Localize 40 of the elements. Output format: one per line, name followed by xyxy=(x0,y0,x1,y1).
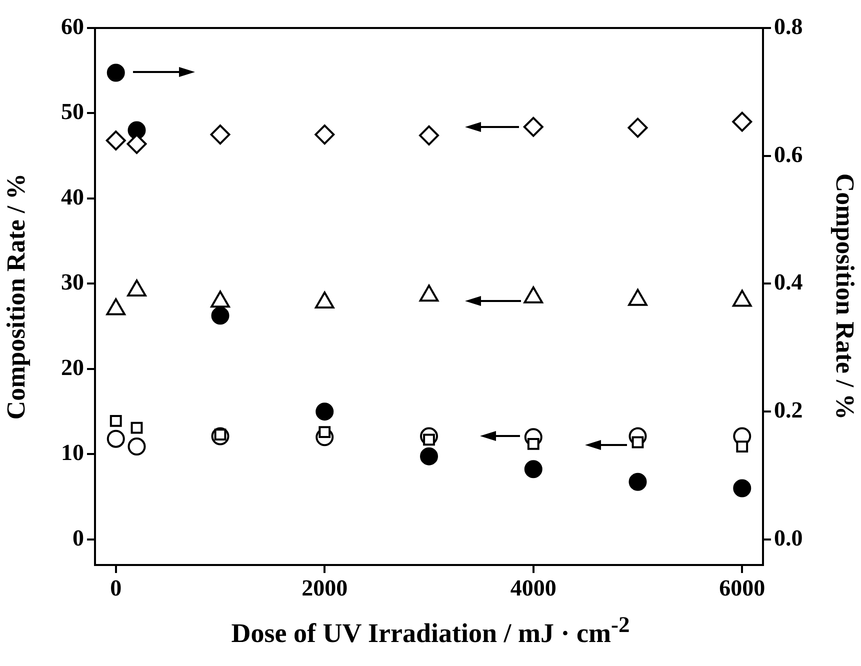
y2-tick-label: 0.6 xyxy=(774,142,803,167)
point xyxy=(106,430,125,448)
y2-tick-label: 0.2 xyxy=(774,398,803,423)
y-axis-title: Composition Rate / % xyxy=(1,173,30,420)
point xyxy=(106,130,126,151)
point xyxy=(733,479,752,498)
point xyxy=(628,472,647,491)
point xyxy=(732,112,752,132)
y-tick-label: 60 xyxy=(61,14,84,39)
point xyxy=(527,438,540,450)
y-tick-label: 30 xyxy=(61,270,84,295)
point xyxy=(110,415,122,427)
y2-tick-label: 0.4 xyxy=(774,270,804,295)
point xyxy=(314,124,335,145)
point xyxy=(210,124,230,145)
point xyxy=(420,447,438,466)
y2-tick-label: 0.8 xyxy=(774,14,803,39)
y-tick-label: 10 xyxy=(61,440,84,466)
point xyxy=(628,118,648,138)
y-tick-label: 0 xyxy=(72,525,84,550)
point xyxy=(128,438,146,456)
y-tick-label: 20 xyxy=(61,354,84,380)
point xyxy=(419,125,439,146)
x-tick-label: 6000 xyxy=(719,576,766,601)
y2-tick-label: 0.0 xyxy=(774,525,803,550)
x-tick-label: 4000 xyxy=(510,576,556,601)
y2-axis-title: Composition Rate / % xyxy=(830,173,860,420)
x-axis-title: Dose of UV Irradiation / mJ · cm$^{-2}$ xyxy=(230,612,631,649)
point xyxy=(106,64,125,82)
y-tick-label: 40 xyxy=(61,184,84,210)
point xyxy=(736,440,748,452)
y-tick-label: 50 xyxy=(61,99,84,124)
point xyxy=(130,422,143,434)
x-tick-label: 2000 xyxy=(302,576,348,601)
point xyxy=(524,460,542,478)
x-tick-label: 0 xyxy=(110,576,122,601)
point xyxy=(523,116,544,137)
point xyxy=(211,306,230,325)
point xyxy=(316,402,334,421)
point xyxy=(632,436,644,448)
